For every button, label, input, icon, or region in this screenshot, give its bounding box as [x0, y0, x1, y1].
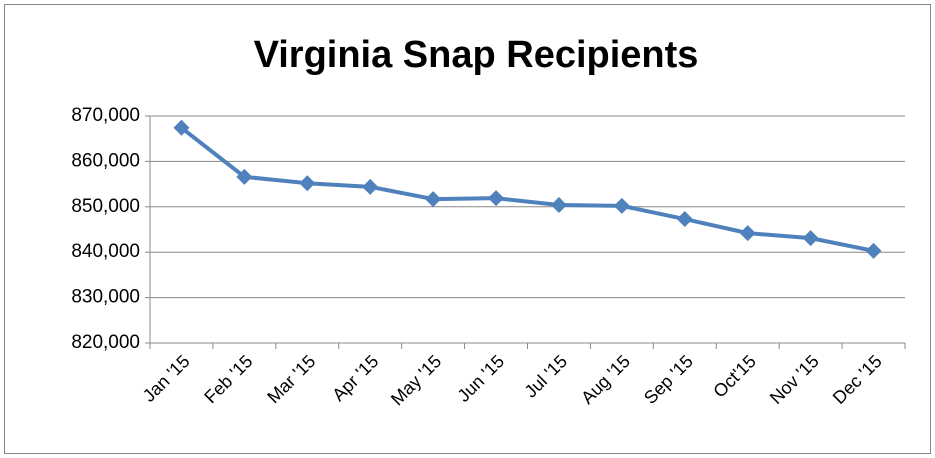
data-line — [180, 126, 874, 253]
data-marker — [173, 119, 190, 136]
chart-title: Virginia Snap Recipients — [254, 34, 699, 76]
data-marker — [550, 196, 567, 213]
data-marker — [676, 211, 693, 228]
y-tick-label: 860,000 — [71, 150, 140, 171]
data-marker — [362, 178, 379, 195]
data-marker — [739, 225, 756, 242]
y-tick-label: 870,000 — [71, 105, 140, 126]
data-marker — [236, 168, 253, 185]
data-marker — [865, 242, 882, 259]
data-marker — [488, 190, 505, 207]
data-marker — [802, 230, 819, 247]
data-marker — [299, 175, 316, 192]
y-tick-label: 830,000 — [71, 287, 140, 308]
y-tick-label: 850,000 — [71, 196, 140, 217]
data-marker — [613, 197, 630, 214]
chart-border — [4, 4, 931, 454]
data-marker — [425, 191, 442, 208]
y-tick-label: 840,000 — [71, 241, 140, 262]
y-tick-label: 820,000 — [71, 332, 140, 353]
